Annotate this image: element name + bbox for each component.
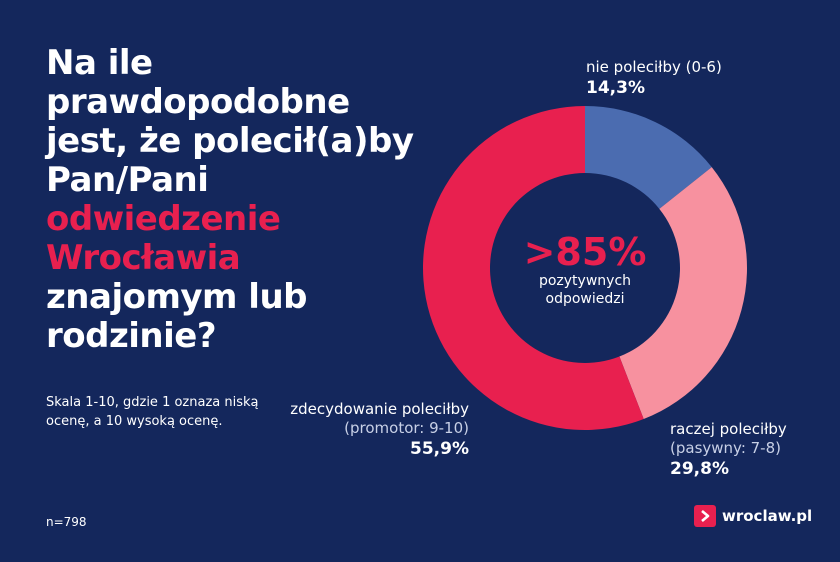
question-highlight-line: odwiedzenie bbox=[46, 199, 281, 239]
positive-share-label-2: odpowiedzi bbox=[545, 291, 625, 307]
sample-size: n=798 bbox=[46, 515, 87, 529]
question-line: Pan/Pani bbox=[46, 160, 209, 200]
passive-slice bbox=[619, 167, 747, 419]
passive-label: raczej poleciłby (pasywny: 7-8) 29,8% bbox=[670, 420, 787, 479]
detractor-label: nie poleciłby (0-6) 14,3% bbox=[586, 58, 722, 98]
passive-name: raczej poleciłby bbox=[670, 420, 787, 438]
promoter-note: (promotor: 9-10) bbox=[344, 419, 469, 437]
scale-note: Skala 1-10, gdzie 1 oznaza niską ocenę, … bbox=[46, 395, 259, 429]
passive-note: (pasywny: 7-8) bbox=[670, 439, 781, 457]
wroclaw-logo: wroclaw.pl bbox=[694, 503, 812, 529]
promoter-name: zdecydowanie poleciłby bbox=[290, 400, 469, 418]
positive-share-label-1: pozytywnych bbox=[538, 273, 632, 289]
question-line: prawdopodobne bbox=[46, 82, 350, 122]
promoter-slice bbox=[423, 106, 644, 430]
promoter-label: zdecydowanie poleciłby (promotor: 9-10) … bbox=[290, 400, 469, 459]
chevron-right-icon bbox=[694, 505, 716, 527]
promoter-value: 55,9% bbox=[410, 439, 469, 459]
passive-value: 29,8% bbox=[670, 459, 729, 479]
question-line: Na ile bbox=[46, 43, 153, 83]
question-line: jest, że polecił(a)by bbox=[46, 121, 414, 161]
detractor-value: 14,3% bbox=[586, 78, 645, 98]
question-line: znajomym lub bbox=[46, 277, 308, 317]
logo-text: wroclaw.pl bbox=[722, 507, 813, 525]
detractor-slice bbox=[585, 106, 712, 209]
positive-share-value: >85% bbox=[523, 230, 647, 274]
chart-center-summary: >85% pozytywnych odpowiedzi bbox=[505, 232, 665, 308]
question-highlight-line: Wrocławia bbox=[46, 238, 241, 278]
detractor-name: nie poleciłby (0-6) bbox=[586, 58, 722, 76]
question-line: rodzinie? bbox=[46, 316, 217, 356]
question-title: Na ile prawdopodobne jest, że polecił(a)… bbox=[46, 44, 426, 356]
